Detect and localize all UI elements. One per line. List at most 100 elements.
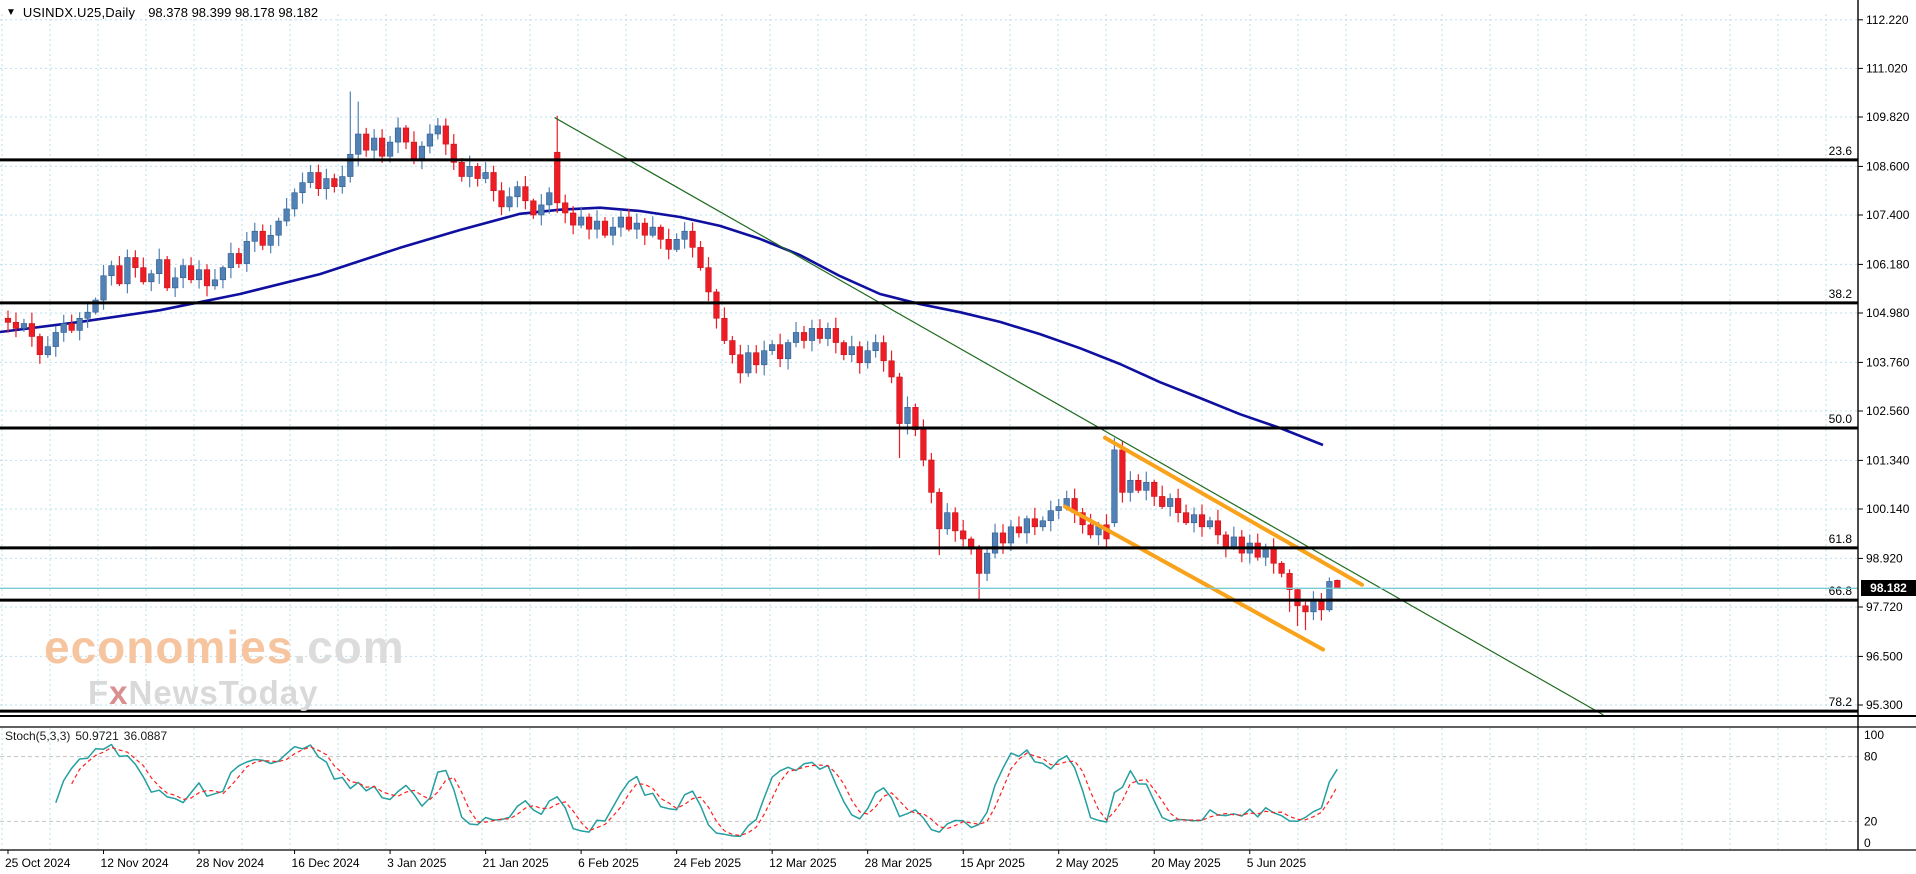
- candle: [1182, 512, 1190, 524]
- candle: [1214, 520, 1222, 536]
- candle: [824, 328, 831, 339]
- candle: [1023, 518, 1030, 534]
- fib-label: 38.2: [1829, 287, 1853, 301]
- candle: [737, 354, 744, 374]
- stoch-main-line: [55, 743, 1338, 838]
- symbol-dropdown-icon[interactable]: ▼: [6, 6, 16, 18]
- candle: [76, 317, 83, 331]
- candle: [498, 190, 505, 208]
- trendline-channel-lower[interactable]: [1063, 504, 1325, 652]
- candle: [896, 376, 903, 424]
- price-axis-label: 112.220: [1866, 13, 1909, 27]
- candle: [1039, 520, 1046, 528]
- candle: [625, 216, 632, 230]
- main-panel: 23.6 38.2 50.0 61.8 66.8 78.2: [0, 91, 1858, 716]
- candle: [944, 512, 951, 530]
- candle: [1230, 536, 1237, 548]
- candle: [1238, 536, 1245, 554]
- candle: [745, 352, 752, 374]
- price-axis-label: 100.140: [1866, 502, 1910, 516]
- date-axis-label: 3 Jan 2025: [387, 856, 447, 870]
- date-axis-label: 5 Jun 2025: [1247, 856, 1307, 870]
- watermark-brand-line: economies.com: [44, 624, 405, 670]
- candle: [538, 204, 545, 216]
- candle: [546, 192, 553, 206]
- candle: [633, 222, 640, 230]
- candle: [936, 492, 943, 530]
- indicator-signal-value: 36.0887: [123, 729, 168, 743]
- candle: [52, 332, 59, 347]
- candle: [848, 346, 855, 356]
- date-axis-label: 24 Feb 2025: [674, 856, 742, 870]
- candle: [482, 172, 489, 179]
- candle: [952, 512, 959, 532]
- price-axis-label: 108.600: [1866, 159, 1910, 173]
- symbol-label: USINDX.U25,Daily: [22, 5, 136, 20]
- candle: [1206, 520, 1214, 528]
- candle: [562, 202, 569, 214]
- candle: [243, 241, 250, 264]
- price-axis-label: 97.720: [1866, 600, 1903, 614]
- candle: [402, 127, 410, 143]
- candle: [132, 257, 139, 268]
- candle: [960, 530, 967, 540]
- candle: [856, 346, 863, 364]
- candle: [4, 317, 12, 323]
- watermark-domain: .com: [293, 621, 405, 673]
- moving-average-line[interactable]: [0, 206, 1324, 447]
- candle: [514, 186, 521, 198]
- candle: [156, 259, 163, 275]
- candle: [394, 127, 402, 143]
- candle: [371, 137, 378, 151]
- candle: [777, 344, 784, 360]
- candle: [116, 265, 123, 285]
- candle: [275, 220, 282, 236]
- candle: [649, 226, 656, 236]
- candle: [1111, 449, 1118, 524]
- candle: [1159, 496, 1166, 507]
- candle: [721, 317, 728, 341]
- candle: [291, 192, 298, 210]
- candle: [570, 212, 577, 226]
- trendline-channel-upper[interactable]: [1103, 435, 1364, 587]
- candle: [140, 267, 147, 283]
- stoch-signal-line: [71, 746, 1338, 837]
- indicator-label: Stoch(5,3,3) 50.9721 36.0887: [5, 729, 172, 743]
- candle: [593, 220, 601, 230]
- candle: [299, 182, 306, 194]
- watermark-tagline: FxNewsToday: [88, 676, 405, 709]
- candle: [1222, 534, 1229, 548]
- candle: [1286, 573, 1293, 590]
- candle: [28, 323, 35, 337]
- candle: [681, 230, 688, 240]
- candle: [100, 275, 107, 301]
- trendline-descending-resistance[interactable]: [554, 117, 1604, 716]
- candle: [458, 162, 465, 177]
- candle: [784, 342, 792, 360]
- candle: [713, 291, 720, 319]
- candle: [999, 532, 1007, 544]
- candle: [339, 176, 346, 187]
- watermark-tagline-f: F: [88, 674, 110, 711]
- candle: [585, 216, 593, 230]
- candle: [928, 459, 935, 493]
- candle: [1254, 542, 1261, 558]
- date-axis-label: 28 Mar 2025: [865, 856, 933, 870]
- candle: [60, 323, 67, 333]
- fib-label: 50.0: [1829, 412, 1853, 426]
- candle: [1143, 481, 1150, 491]
- date-axis-label: 12 Nov 2024: [101, 856, 169, 870]
- candle: [1047, 510, 1054, 522]
- candle: [1015, 526, 1023, 534]
- fib-label: 61.8: [1829, 532, 1853, 546]
- candle: [1135, 479, 1142, 491]
- candle: [808, 328, 816, 341]
- candle: [912, 407, 919, 430]
- candle: [442, 125, 449, 145]
- candle: [1302, 605, 1309, 613]
- candle: [609, 226, 617, 236]
- date-axis-label: 25 Oct 2024: [5, 856, 71, 870]
- candle: [12, 322, 20, 329]
- price-axis-label: 111.020: [1866, 61, 1908, 75]
